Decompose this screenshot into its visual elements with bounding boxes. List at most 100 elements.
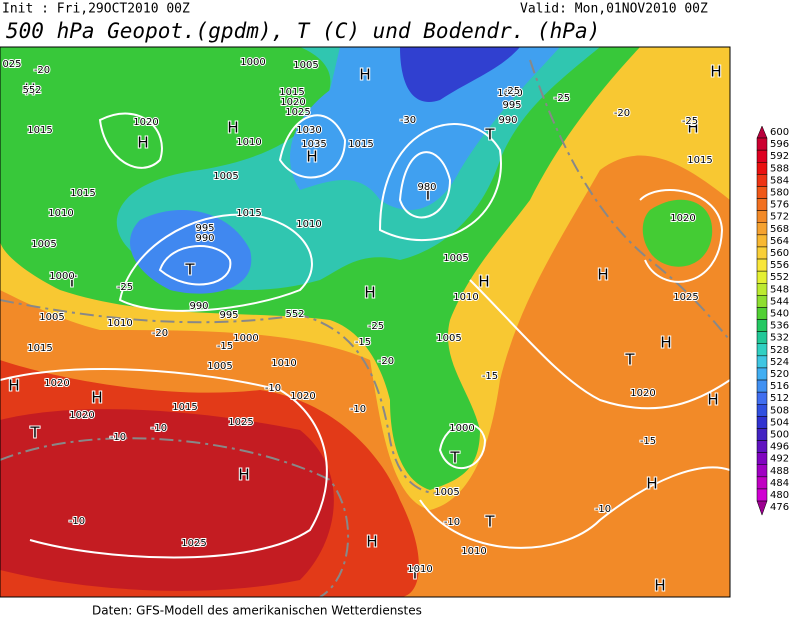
colorbar-label: 524 bbox=[770, 357, 789, 368]
colorbar-label: 584 bbox=[770, 175, 789, 186]
isobar bbox=[0, 368, 328, 559]
map-label: -25 bbox=[554, 93, 570, 104]
map-label: 1015 bbox=[236, 208, 261, 219]
isobar bbox=[419, 466, 730, 549]
colorbar-label: 560 bbox=[770, 248, 789, 259]
map-label: 1000 bbox=[449, 423, 474, 434]
map-label: -20 bbox=[152, 328, 168, 339]
map-label: H bbox=[364, 284, 375, 302]
map-label: H bbox=[227, 119, 238, 137]
isobar bbox=[98, 112, 163, 169]
map-label: 1010 bbox=[236, 137, 261, 148]
colorbar-label: 492 bbox=[770, 454, 789, 465]
cold-core bbox=[400, 47, 520, 102]
map-label: 1010 bbox=[461, 546, 486, 557]
very-cold-field bbox=[290, 47, 560, 210]
map-label: 990 bbox=[195, 233, 214, 244]
cut-off-low bbox=[642, 199, 713, 267]
valid-time: Valid: Mon,01NOV2010 00Z bbox=[520, 2, 708, 17]
colorbar-label: 580 bbox=[770, 188, 789, 199]
colorbar-label: 516 bbox=[770, 381, 789, 392]
low-core bbox=[130, 210, 252, 294]
map-label: -10 bbox=[110, 432, 126, 443]
temp-contour bbox=[0, 299, 461, 495]
colorbar-swatch bbox=[756, 137, 768, 151]
colorbar-label: 556 bbox=[770, 260, 789, 271]
colorbar-label: 572 bbox=[770, 212, 789, 223]
map-label: 1000 bbox=[497, 88, 522, 99]
map-label: T bbox=[449, 449, 460, 467]
map-label: 1025 bbox=[673, 292, 698, 303]
map-label: -15 bbox=[482, 371, 498, 382]
map-label: 995 bbox=[502, 100, 521, 111]
map-label: 1030 bbox=[296, 125, 321, 136]
colorbar-swatch bbox=[756, 428, 768, 441]
map-label: 990 bbox=[498, 115, 517, 126]
map-label: -25 bbox=[504, 86, 520, 97]
map-label: H bbox=[710, 63, 721, 81]
colorbar-label: 600 bbox=[770, 127, 789, 138]
map-label: T bbox=[184, 261, 195, 279]
colorbar-swatch bbox=[756, 149, 768, 163]
colorbar-label: 504 bbox=[770, 417, 789, 428]
colorbar-swatch bbox=[756, 355, 768, 369]
map-label: -10 bbox=[69, 516, 85, 527]
colorbar: 6005965925885845805765725685645605565525… bbox=[756, 125, 789, 516]
map-label: H bbox=[137, 134, 148, 152]
map-label: 980 bbox=[417, 182, 436, 193]
colorbar-label: 528 bbox=[770, 345, 789, 356]
map-label: H bbox=[306, 148, 317, 166]
colorbar-swatch bbox=[756, 270, 768, 284]
map-label: -30 bbox=[400, 115, 416, 126]
colorbar-swatch bbox=[756, 391, 768, 405]
map-label: 1000 bbox=[240, 57, 265, 68]
colorbar-swatch bbox=[756, 283, 768, 296]
map-label: 552 bbox=[22, 85, 41, 96]
colorbar-swatch bbox=[756, 404, 768, 417]
colorbar-swatch bbox=[756, 416, 768, 429]
colorbar-label: 480 bbox=[770, 490, 789, 501]
map-label: H bbox=[366, 533, 377, 551]
map-label: H bbox=[24, 81, 35, 99]
map-label: T bbox=[422, 186, 433, 204]
hot-field bbox=[0, 409, 334, 591]
map-label: 1020 bbox=[280, 97, 305, 108]
map-label: 1010 bbox=[453, 292, 478, 303]
map-label: 1015 bbox=[27, 125, 52, 136]
colorbar-label: 540 bbox=[770, 309, 789, 320]
colorbar-swatch bbox=[756, 488, 768, 502]
map-label: -25 bbox=[368, 321, 384, 332]
map-label: 1015 bbox=[27, 343, 52, 354]
map-label: T bbox=[484, 513, 495, 531]
map-label: 1005 bbox=[207, 361, 232, 372]
map-label: H bbox=[707, 391, 718, 409]
colorbar-swatch bbox=[756, 162, 768, 175]
isobar bbox=[469, 279, 730, 410]
map-label: -25 bbox=[117, 282, 133, 293]
colorbar-swatch bbox=[756, 198, 768, 211]
map-label: 1020 bbox=[133, 117, 158, 128]
colorbar-swatch bbox=[756, 379, 768, 393]
colorbar-swatch bbox=[756, 440, 768, 453]
colorbar-swatch bbox=[756, 367, 768, 381]
map-label: 990 bbox=[189, 301, 208, 312]
map-label: 995 bbox=[219, 310, 238, 321]
map-label: 1015 bbox=[70, 188, 95, 199]
colorbar-label: 588 bbox=[770, 163, 789, 174]
map-label: 1000 bbox=[49, 271, 74, 282]
map-label: 1005 bbox=[293, 60, 318, 71]
colorbar-swatch bbox=[756, 464, 768, 478]
colorbar-cap bbox=[756, 500, 768, 516]
map-label: -15 bbox=[217, 341, 233, 352]
colorbar-swatch bbox=[756, 476, 768, 490]
map-label: H bbox=[660, 334, 671, 352]
colorbar-swatch bbox=[756, 246, 768, 260]
map-label: 1015 bbox=[348, 139, 373, 150]
map-label: 1015 bbox=[279, 87, 304, 98]
colorbar-label: 532 bbox=[770, 333, 789, 344]
colorbar-swatch bbox=[756, 343, 768, 357]
map-label: 1005 bbox=[436, 333, 461, 344]
map-label: -15 bbox=[640, 436, 656, 447]
